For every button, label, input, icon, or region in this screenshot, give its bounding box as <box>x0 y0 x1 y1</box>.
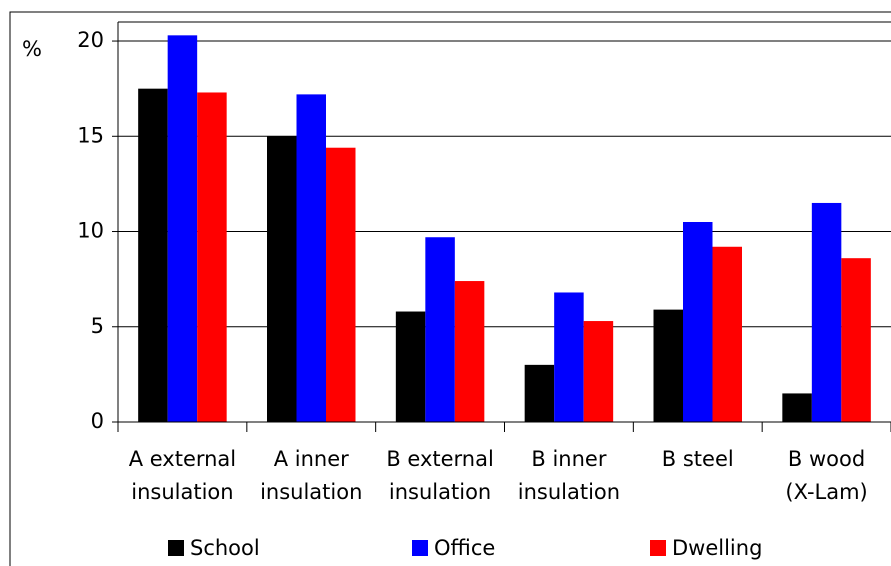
bar <box>296 94 326 422</box>
x-tick-label: B inner <box>531 447 606 471</box>
x-tick-label: insulation <box>131 480 233 504</box>
x-tick-label: insulation <box>260 480 362 504</box>
bar <box>583 321 614 422</box>
bar <box>782 393 812 422</box>
bar <box>267 136 297 423</box>
bar <box>454 281 485 422</box>
legend-label: Dwelling <box>672 536 762 560</box>
y-axis-label: % <box>22 37 42 61</box>
legend-swatch <box>168 540 184 556</box>
bar <box>167 35 198 422</box>
legend-label: School <box>190 536 260 560</box>
y-tick-label: 20 <box>77 28 104 52</box>
x-tick-label: B external <box>386 447 494 471</box>
chart-frame <box>9 11 891 566</box>
y-tick-label: 0 <box>91 409 104 433</box>
x-tick-label: (X-Lam) <box>785 480 867 504</box>
legend-label: Office <box>434 536 495 560</box>
bar <box>524 364 555 422</box>
bar <box>653 309 683 422</box>
y-tick-label: 5 <box>91 314 104 338</box>
bar <box>425 237 455 422</box>
legend-swatch <box>412 540 428 556</box>
bar <box>712 246 742 422</box>
bar <box>138 88 168 423</box>
bar <box>683 222 713 422</box>
bar <box>811 202 842 422</box>
x-tick-label: insulation <box>389 480 491 504</box>
x-tick-label: insulation <box>518 480 620 504</box>
bar <box>197 92 227 422</box>
legend-swatch <box>650 540 666 556</box>
bar <box>395 311 426 422</box>
x-tick-label: B steel <box>662 447 734 471</box>
y-tick-label: 15 <box>77 123 104 147</box>
bar <box>326 147 356 422</box>
x-tick-label: A inner <box>274 447 349 471</box>
x-tick-label: B wood <box>788 447 865 471</box>
x-tick-label: A external <box>129 447 236 471</box>
y-tick-label: 10 <box>77 219 104 243</box>
bar <box>841 258 871 422</box>
bar <box>554 292 584 422</box>
